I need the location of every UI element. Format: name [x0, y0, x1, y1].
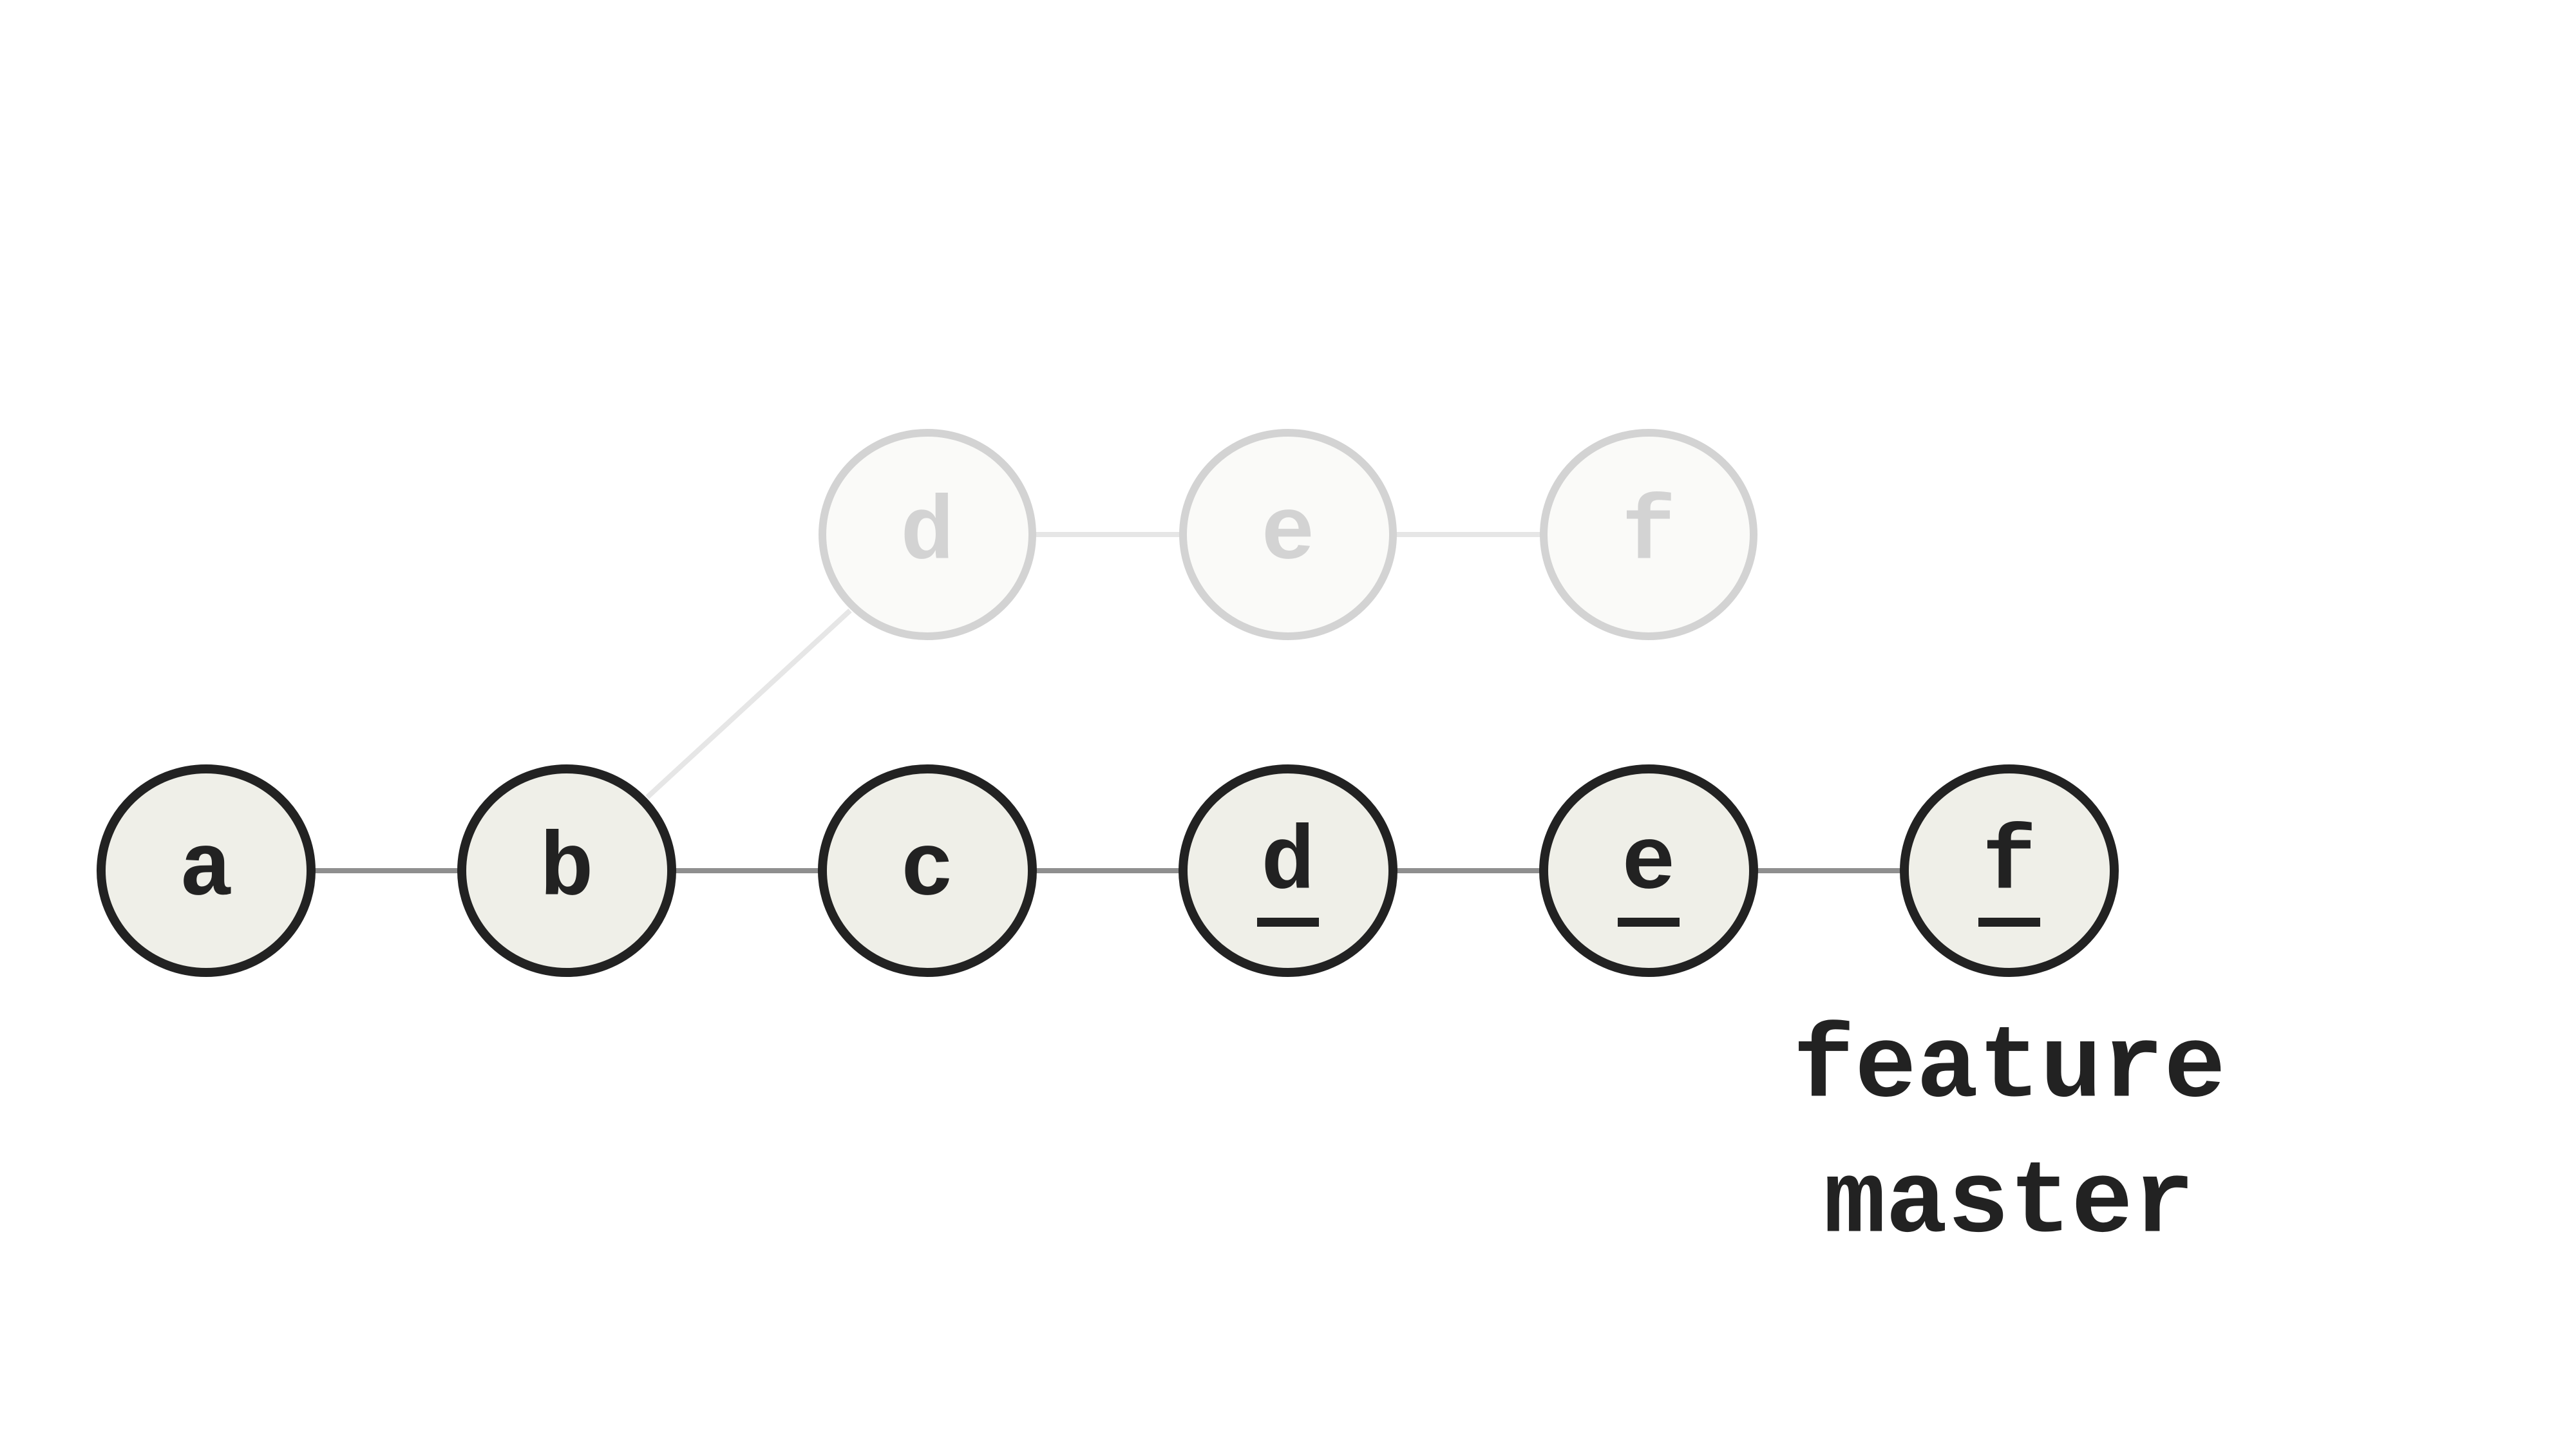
commit-e-rebased-underline: [1618, 918, 1680, 927]
commit-b-label: b: [540, 820, 594, 922]
commit-d-rebased: d: [1179, 764, 1397, 977]
commit-b: b: [457, 764, 676, 977]
ghost-commit-d-label: d: [900, 484, 954, 586]
edge-b-to-ghost-d: [645, 609, 852, 799]
commit-a-label: a: [179, 820, 233, 922]
ghost-commit-f-label: f: [1622, 484, 1676, 586]
commit-a: a: [97, 764, 316, 977]
branch-label-feature: feature: [1793, 1011, 2226, 1128]
commit-e-rebased-label: e: [1622, 813, 1676, 916]
branch-label-master: master: [1824, 1146, 2195, 1263]
commit-c-label: c: [900, 820, 954, 922]
edges: [312, 532, 1903, 873]
commit-d-rebased-label: d: [1261, 813, 1315, 916]
ghost-commit-e-label: e: [1261, 484, 1315, 586]
ghost-commits: d e f: [819, 429, 1757, 640]
commit-d-rebased-underline: [1257, 918, 1319, 927]
commit-f-rebased-label: f: [1982, 813, 2036, 916]
ghost-commit-d: d: [819, 429, 1036, 640]
ghost-commit-f: f: [1540, 429, 1757, 640]
commit-f-rebased: f: [1900, 764, 2119, 977]
commit-c: c: [818, 764, 1037, 977]
branch-labels: feature master: [1793, 1011, 2226, 1263]
commit-e-rebased: e: [1539, 764, 1758, 977]
main-commits: a b c d e f: [97, 764, 2119, 977]
commit-f-rebased-underline: [1978, 918, 2040, 927]
ghost-commit-e: e: [1179, 429, 1397, 640]
